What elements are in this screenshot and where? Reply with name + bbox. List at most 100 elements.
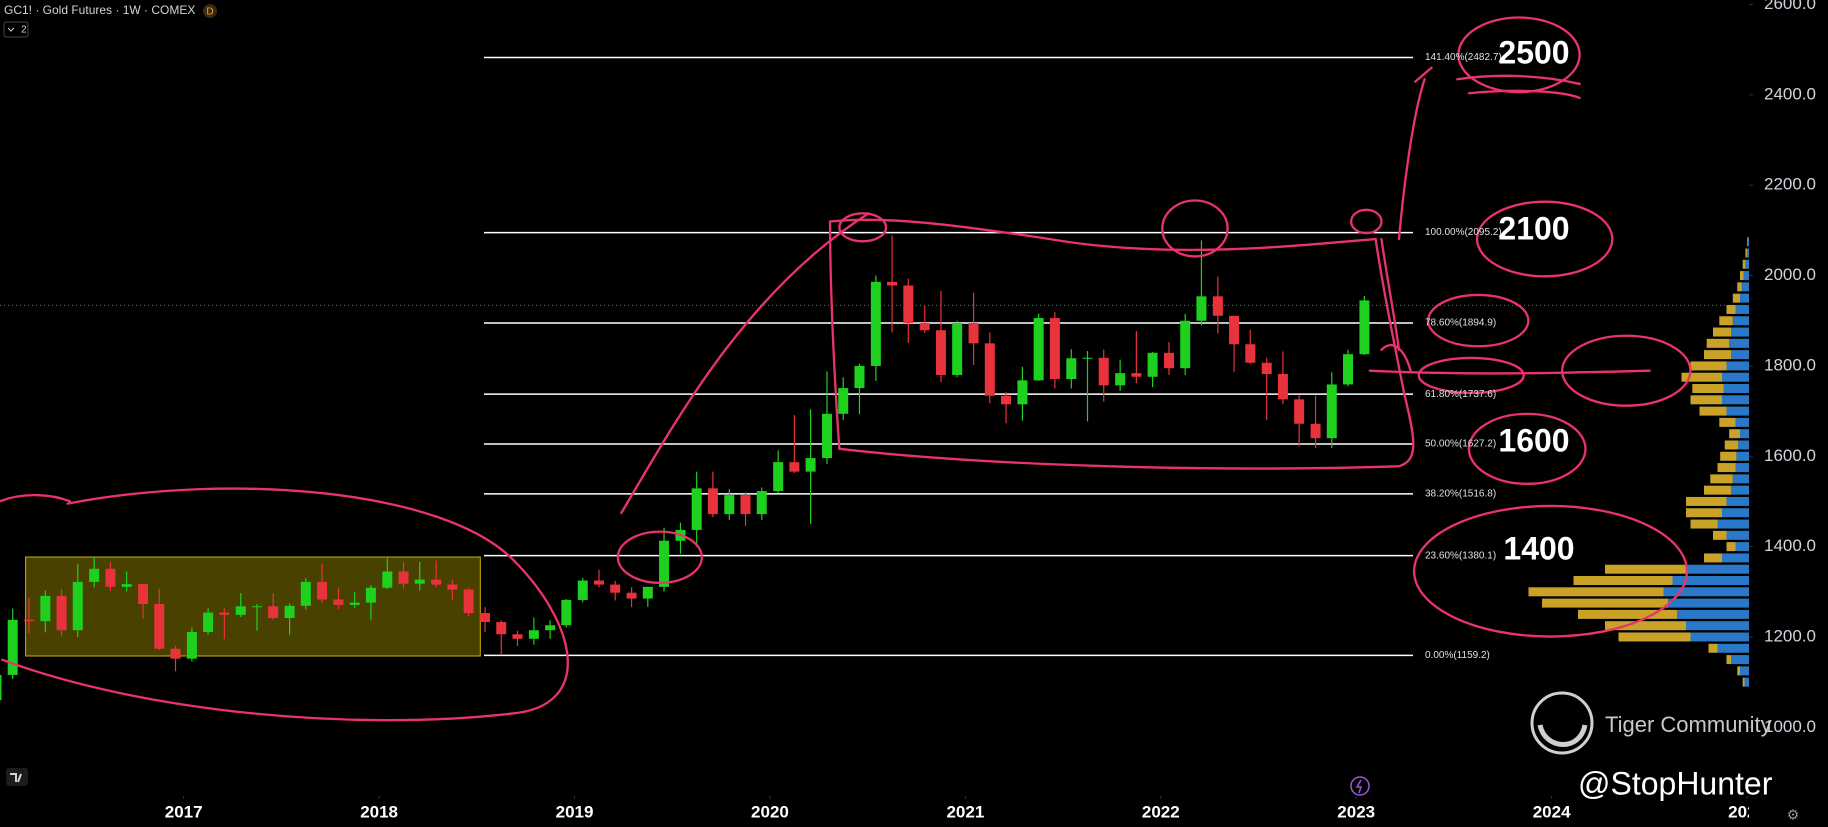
candle-body — [40, 595, 51, 622]
volume-up-bar — [1722, 553, 1749, 563]
replay-icon[interactable] — [1350, 776, 1370, 796]
volume-up-bar — [1743, 271, 1749, 281]
volume-up-bar — [1740, 429, 1749, 439]
volume-down-bar — [1710, 474, 1733, 484]
drawing — [1426, 293, 1530, 348]
volume-down-bar — [1740, 271, 1744, 281]
volume-up-bar — [1731, 485, 1749, 495]
tv-logo — [6, 768, 28, 786]
fib-label: 50.00%(1627.2) — [1425, 439, 1496, 450]
volume-down-bar — [1719, 316, 1733, 326]
x-tick-label: 2017 — [165, 802, 203, 821]
volume-up-bar — [1717, 519, 1749, 529]
volume-up-bar — [1726, 361, 1749, 371]
volume-up-bar — [1722, 372, 1749, 382]
y-tick-label: 1600.0 — [1764, 446, 1816, 465]
candle-body — [545, 625, 556, 631]
candle-body — [1115, 373, 1126, 386]
volume-down-bar — [1690, 361, 1727, 371]
volume-down-bar — [1726, 655, 1731, 665]
candle-body — [724, 495, 735, 515]
candle-body — [822, 413, 833, 459]
candle-body — [952, 323, 963, 375]
candle-body — [642, 586, 653, 599]
volume-up-bar — [1731, 350, 1749, 360]
candle-body — [1066, 358, 1077, 380]
candle-body — [512, 634, 523, 639]
annotation: 1600 — [1498, 422, 1569, 458]
drawing — [1161, 199, 1229, 258]
volume-up-bar — [1729, 338, 1749, 348]
volume-up-bar — [1732, 474, 1749, 484]
x-tick-label: 2022 — [1142, 802, 1180, 821]
candle-body — [1359, 300, 1370, 355]
volume-down-bar — [1686, 496, 1727, 506]
y-tick-label: 2400.0 — [1764, 84, 1816, 103]
candle-body — [203, 612, 214, 633]
candle-body — [854, 365, 865, 389]
x-tick-label: 2023 — [1337, 802, 1375, 821]
volume-down-bar — [1681, 372, 1722, 382]
candle-body — [268, 606, 279, 619]
x-tick-label: 2024 — [1533, 802, 1571, 821]
candle-body — [1017, 380, 1028, 405]
volume-down-bar — [1742, 259, 1746, 269]
candle-body — [577, 580, 588, 600]
candle-body — [1212, 296, 1223, 316]
volume-up-bar — [1668, 598, 1749, 608]
volume-up-bar — [1663, 587, 1749, 597]
volume-up-bar — [1744, 677, 1749, 687]
volume-down-bar — [1618, 632, 1691, 642]
candle-body — [219, 612, 230, 615]
candle-body — [300, 581, 311, 606]
settings-icon[interactable]: ⚙ — [1787, 807, 1800, 823]
volume-up-bar — [1726, 530, 1749, 540]
volume-down-bar — [1706, 338, 1730, 348]
drawing — [1467, 412, 1587, 485]
volume-up-bar — [1731, 327, 1749, 337]
candle-body — [186, 632, 197, 659]
candle-body — [838, 388, 849, 414]
y-tick-label: 1400.0 — [1764, 536, 1816, 555]
volume-down-bar — [1704, 553, 1722, 563]
y-tick-label: 2000.0 — [1764, 265, 1816, 284]
volume-up-bar — [1672, 576, 1749, 586]
volume-down-bar — [1719, 417, 1736, 427]
candle-body — [935, 330, 946, 375]
candle-body — [463, 589, 474, 614]
y-tick-label: 2200.0 — [1764, 175, 1816, 194]
x-tick-label: 2018 — [360, 802, 398, 821]
volume-up-bar — [1726, 406, 1749, 416]
drawing — [1397, 66, 1433, 241]
volume-up-bar — [1748, 237, 1749, 247]
candle-body — [789, 462, 800, 472]
candle-body — [626, 592, 637, 599]
drawing — [0, 493, 72, 503]
candle-body — [382, 571, 393, 588]
chevron-icon — [7, 27, 15, 32]
candle-body — [1147, 352, 1158, 377]
y-tick-label: 1800.0 — [1764, 355, 1816, 374]
volume-down-bar — [1708, 643, 1718, 653]
candle-body — [480, 613, 491, 623]
annotation: 2500 — [1498, 34, 1569, 70]
candle-body — [1294, 399, 1305, 424]
volume-down-bar — [1605, 621, 1686, 631]
volume-up-bar — [1686, 621, 1749, 631]
volume-down-bar — [1720, 451, 1737, 461]
drawing — [1, 487, 569, 722]
pane-toggle[interactable] — [3, 21, 29, 38]
candle-body — [887, 281, 898, 286]
candle-body — [528, 630, 539, 639]
volume-down-bar — [1692, 384, 1724, 394]
volume-up-bar — [1690, 632, 1749, 642]
chart-title: GC1! · Gold Futures · 1W · COMEX — [4, 3, 195, 17]
volume-down-bar — [1704, 350, 1731, 360]
volume-up-bar — [1741, 282, 1749, 292]
candle-body — [1098, 357, 1109, 386]
candle-body — [447, 584, 458, 590]
fib-label: 38.20%(1516.8) — [1425, 489, 1496, 500]
candle-body — [170, 648, 181, 659]
